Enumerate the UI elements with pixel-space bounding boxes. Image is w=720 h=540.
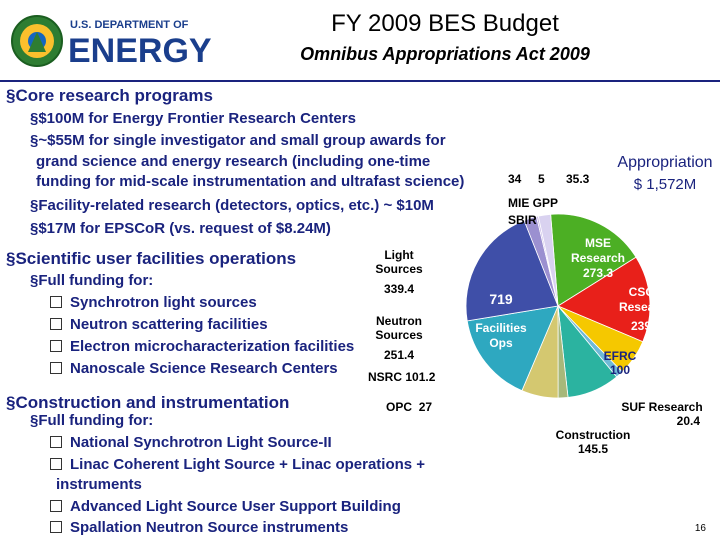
suf-label: SUF Research 20.4 bbox=[612, 400, 712, 428]
construction-item: National Synchrotron Light Source-II bbox=[50, 434, 332, 451]
nsrc-value: 101.2 bbox=[405, 370, 436, 384]
construction-heading-text: Construction and instrumentation bbox=[15, 393, 290, 412]
facilities-heading-text: Scientific user facilities operations bbox=[15, 249, 297, 268]
pie-slice-light-sources bbox=[465, 219, 559, 322]
facilities-item: Synchrotron light sources bbox=[50, 294, 257, 311]
facilities-item-text: Nanoscale Science Research Centers bbox=[70, 360, 338, 377]
checkbox-icon bbox=[50, 340, 62, 352]
suf-name: SUF Research bbox=[621, 400, 703, 414]
construction-item: Linac Coherent Light Source + Linac oper… bbox=[50, 456, 425, 473]
construction-item-text: National Synchrotron Light Source-II bbox=[70, 434, 332, 451]
neutron-sources-value: 251.4 bbox=[383, 348, 415, 362]
facilities-lead: §Full funding for: bbox=[30, 272, 154, 289]
construction-heading: §Construction and instrumentation bbox=[6, 393, 290, 412]
light-sources-name: Light Sources bbox=[375, 248, 423, 276]
pie-slice-csgb-research bbox=[557, 256, 651, 343]
core-heading: §Core research programs bbox=[6, 86, 213, 105]
chart-subtitle: $ 1,572M bbox=[633, 176, 697, 193]
page-subtitle: Omnibus Appropriations Act 2009 bbox=[300, 44, 590, 64]
opc-name: OPC bbox=[386, 400, 413, 414]
pie-slice-mie bbox=[537, 213, 559, 307]
mie-value: 34 bbox=[508, 172, 522, 186]
sbir-value: 35.3 bbox=[566, 172, 590, 186]
neutron-sources-label: Neutron Sources 251.4 bbox=[360, 314, 438, 362]
opc-value: 27 bbox=[418, 400, 433, 414]
mse-label: MSE Research 273.3 bbox=[560, 236, 636, 281]
chart-title: Appropriation bbox=[617, 154, 713, 171]
construction-lead-text: Full funding for: bbox=[38, 412, 154, 429]
light-sources-value: 339.4 bbox=[383, 282, 415, 296]
mse-value: 273.3 bbox=[582, 266, 614, 280]
opc-label: OPC 27 bbox=[386, 400, 432, 414]
construction-item: Advanced Light Source User Support Build… bbox=[50, 498, 401, 515]
facilities-item-text: Neutron scattering facilities bbox=[70, 316, 268, 333]
csgb-name: CSGB Research bbox=[618, 285, 674, 314]
efrc-name: EFRC bbox=[603, 349, 637, 363]
logo-small-text: U.S. DEPARTMENT OF bbox=[70, 19, 189, 31]
neutron-sources-name: Neutron Sources bbox=[375, 314, 423, 342]
facilities-ops-label: Facilities Ops bbox=[475, 321, 527, 350]
csgb-label: CSGB Research 239.5 bbox=[610, 285, 682, 334]
light-sources-label: Light Sources 339.4 bbox=[360, 248, 438, 296]
construction-item-text: Advanced Light Source User Support Build… bbox=[70, 498, 401, 515]
gpp-value: 5 bbox=[538, 172, 545, 186]
construction-lead: §Full funding for: bbox=[30, 412, 154, 429]
facilities-item-text: Synchrotron light sources bbox=[70, 294, 257, 311]
facilities-item: Electron microcharacterization facilitie… bbox=[50, 338, 354, 355]
core-item-cont: grand science and energy research (inclu… bbox=[36, 153, 431, 170]
doe-logo: U.S. DEPARTMENT OF ENERGY bbox=[11, 15, 212, 70]
core-item: §~$55M for single investigator and small… bbox=[30, 132, 446, 149]
facilities-ops-value: 719 bbox=[489, 291, 513, 307]
efrc-value: 100 bbox=[609, 363, 631, 377]
construction-item-cont: instruments bbox=[56, 476, 142, 493]
header-divider bbox=[0, 80, 720, 82]
core-item-text: $17M for EPSCoR (vs. request of $8.24M) bbox=[38, 220, 331, 237]
mse-name: MSE Research bbox=[570, 236, 626, 265]
core-item: §Facility-related research (detectors, o… bbox=[30, 197, 434, 214]
nsrc-name: NSRC bbox=[368, 370, 403, 384]
checkbox-icon bbox=[50, 500, 62, 512]
construction-name: Construction bbox=[555, 428, 631, 442]
construction-item: Spallation Neutron Source instruments bbox=[50, 519, 348, 536]
suf-value: 20.4 bbox=[676, 414, 700, 428]
construction-item-text: Spallation Neutron Source instruments bbox=[70, 519, 349, 536]
checkbox-icon bbox=[50, 318, 62, 330]
core-item-text: $100M for Energy Frontier Research Cente… bbox=[38, 110, 356, 127]
facilities-item: Nanoscale Science Research Centers bbox=[50, 360, 338, 377]
facilities-item-text: Electron microcharacterization facilitie… bbox=[70, 338, 355, 355]
core-item-cont: funding for mid-scale instrumentation an… bbox=[36, 173, 465, 190]
core-item-text: ~$55M for single investigator and small … bbox=[38, 132, 446, 149]
construction-value: 145.5 bbox=[577, 442, 609, 456]
facilities-lead-text: Full funding for: bbox=[38, 272, 154, 289]
page-title: FY 2009 BES Budget bbox=[331, 10, 559, 37]
checkbox-icon bbox=[50, 458, 62, 470]
checkbox-icon bbox=[50, 436, 62, 448]
facilities-heading: §Scientific user facilities operations bbox=[6, 249, 297, 268]
checkbox-icon bbox=[50, 521, 62, 533]
construction-label: Construction 145.5 bbox=[546, 428, 640, 456]
facilities-item: Neutron scattering facilities bbox=[50, 316, 268, 333]
checkbox-icon bbox=[50, 296, 62, 308]
logo-big-text: ENERGY bbox=[68, 32, 212, 70]
pie-slice-neutron-sources bbox=[466, 305, 559, 392]
budget-pie-chart bbox=[465, 213, 651, 399]
construction-item-text: Linac Coherent Light Source + Linac oper… bbox=[70, 456, 426, 473]
mie-gpp-label: MIE GPP bbox=[508, 196, 559, 210]
checkbox-icon bbox=[50, 362, 62, 374]
page-number: 16 bbox=[694, 523, 706, 534]
sbir-label: SBIR bbox=[508, 213, 537, 227]
efrc-label: EFRC 100 bbox=[598, 349, 642, 377]
core-item-text: Facility-related research (detectors, op… bbox=[38, 197, 434, 214]
core-item: §$17M for EPSCoR (vs. request of $8.24M) bbox=[30, 220, 331, 237]
pie-slice-mse-research bbox=[550, 213, 637, 307]
csgb-value: 239.5 bbox=[630, 319, 662, 333]
core-item: §$100M for Energy Frontier Research Cent… bbox=[30, 110, 356, 127]
nsrc-label: NSRC 101.2 bbox=[368, 370, 435, 384]
core-heading-text: Core research programs bbox=[15, 86, 213, 105]
